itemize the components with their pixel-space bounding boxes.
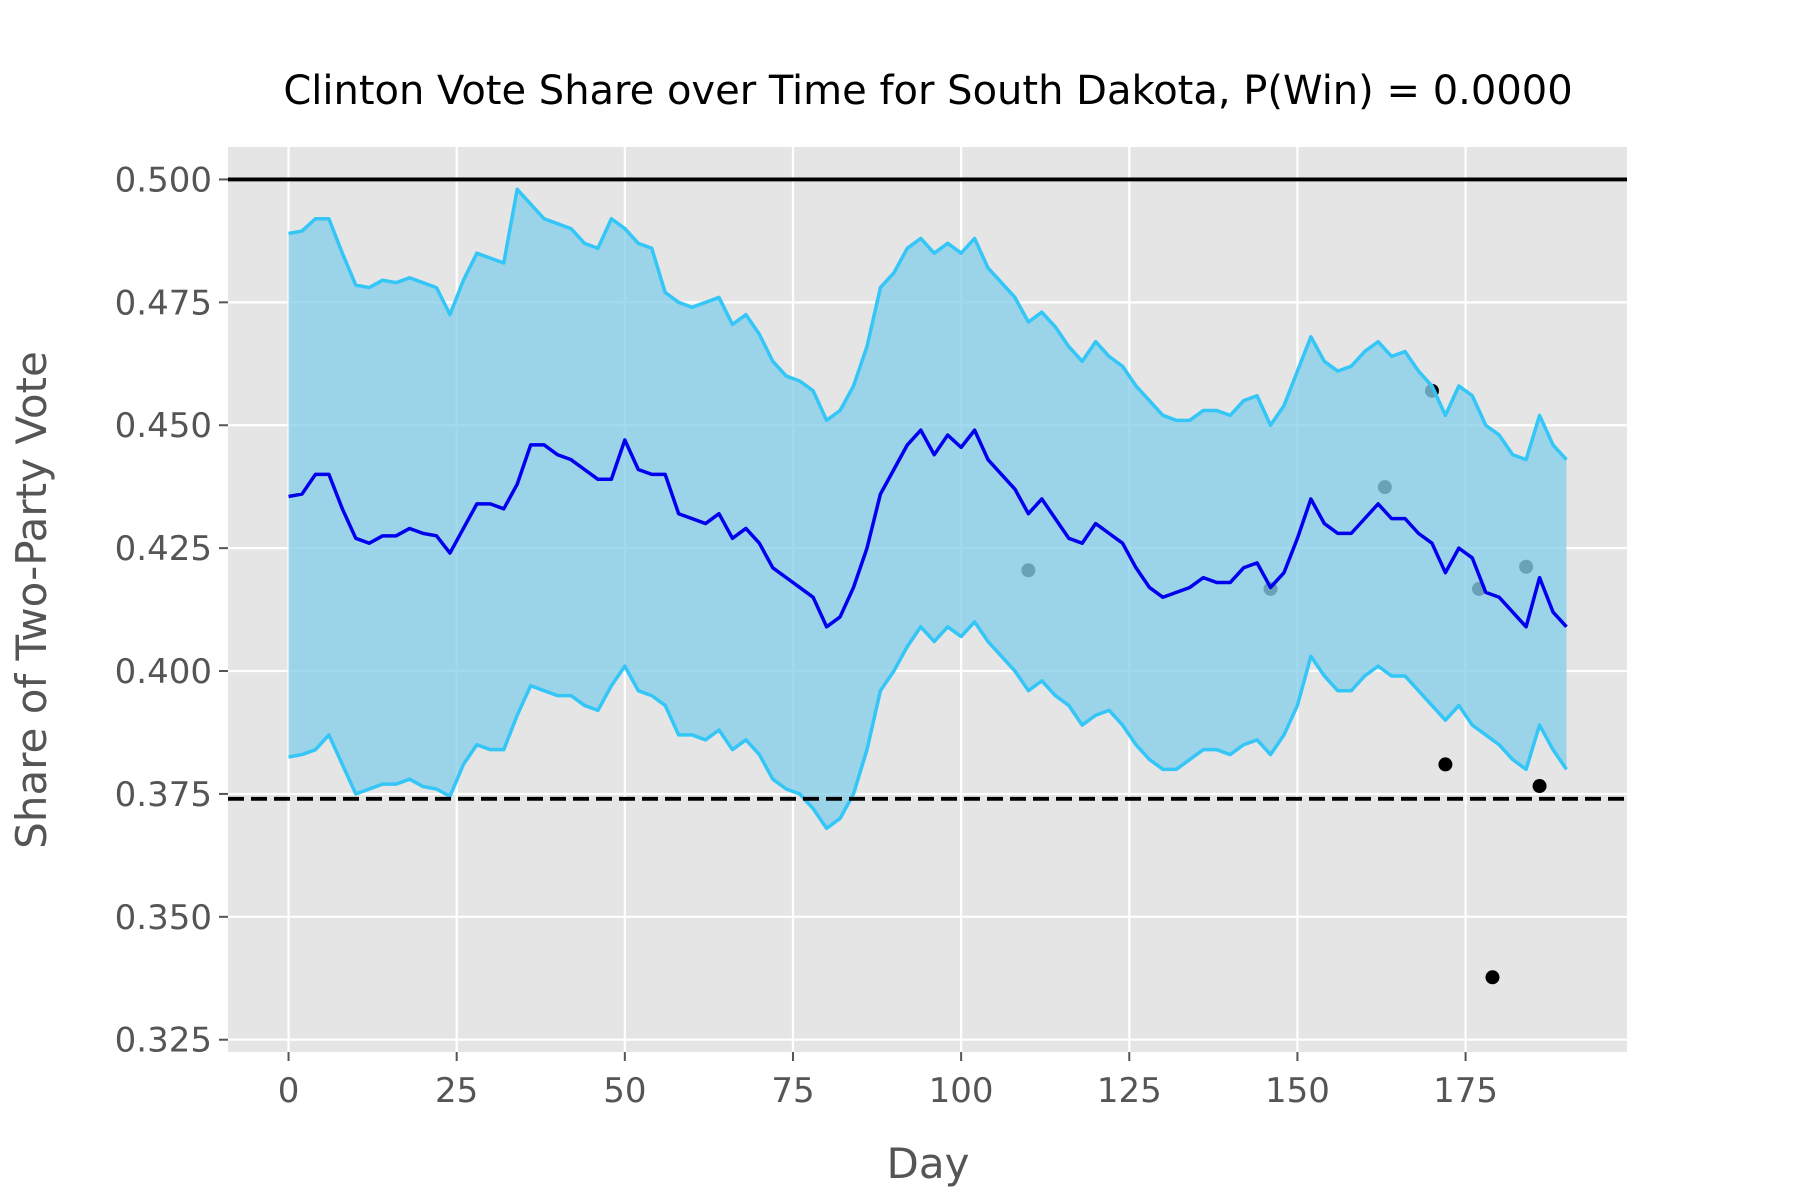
y-axis-label: Share of Two-Party Vote: [7, 351, 56, 849]
x-tick-label: 150: [1265, 1071, 1330, 1111]
y-tick-label: 0.475: [115, 283, 212, 323]
y-tick-label: 0.350: [115, 898, 212, 938]
y-tick-label: 0.425: [115, 529, 212, 569]
poll-point: [1485, 970, 1500, 985]
y-tick-label: 0.400: [115, 652, 212, 692]
y-tick-label: 0.450: [115, 406, 212, 446]
y-tick-label: 0.325: [115, 1021, 212, 1061]
x-tick-label: 75: [771, 1071, 814, 1111]
band-lower-line: [288, 620, 1568, 831]
chart-title: Clinton Vote Share over Time for South D…: [283, 68, 1572, 114]
x-tick-label: 25: [435, 1071, 478, 1111]
x-tick-label: 0: [278, 1071, 300, 1111]
x-tick-label: 125: [1097, 1071, 1162, 1111]
band-fill: [288, 189, 1567, 829]
x-tick-label: 175: [1433, 1071, 1498, 1111]
poll-point: [1532, 779, 1547, 794]
y-tick-label: 0.375: [115, 775, 212, 815]
band-upper-line: [288, 187, 1568, 462]
y-tick-label: 0.500: [115, 160, 212, 200]
x-tick-label: 50: [603, 1071, 646, 1111]
x-axis-label: Day: [887, 1139, 970, 1188]
poll-point: [1438, 757, 1453, 772]
x-tick-label: 100: [929, 1071, 994, 1111]
series-line: [288, 428, 1568, 629]
